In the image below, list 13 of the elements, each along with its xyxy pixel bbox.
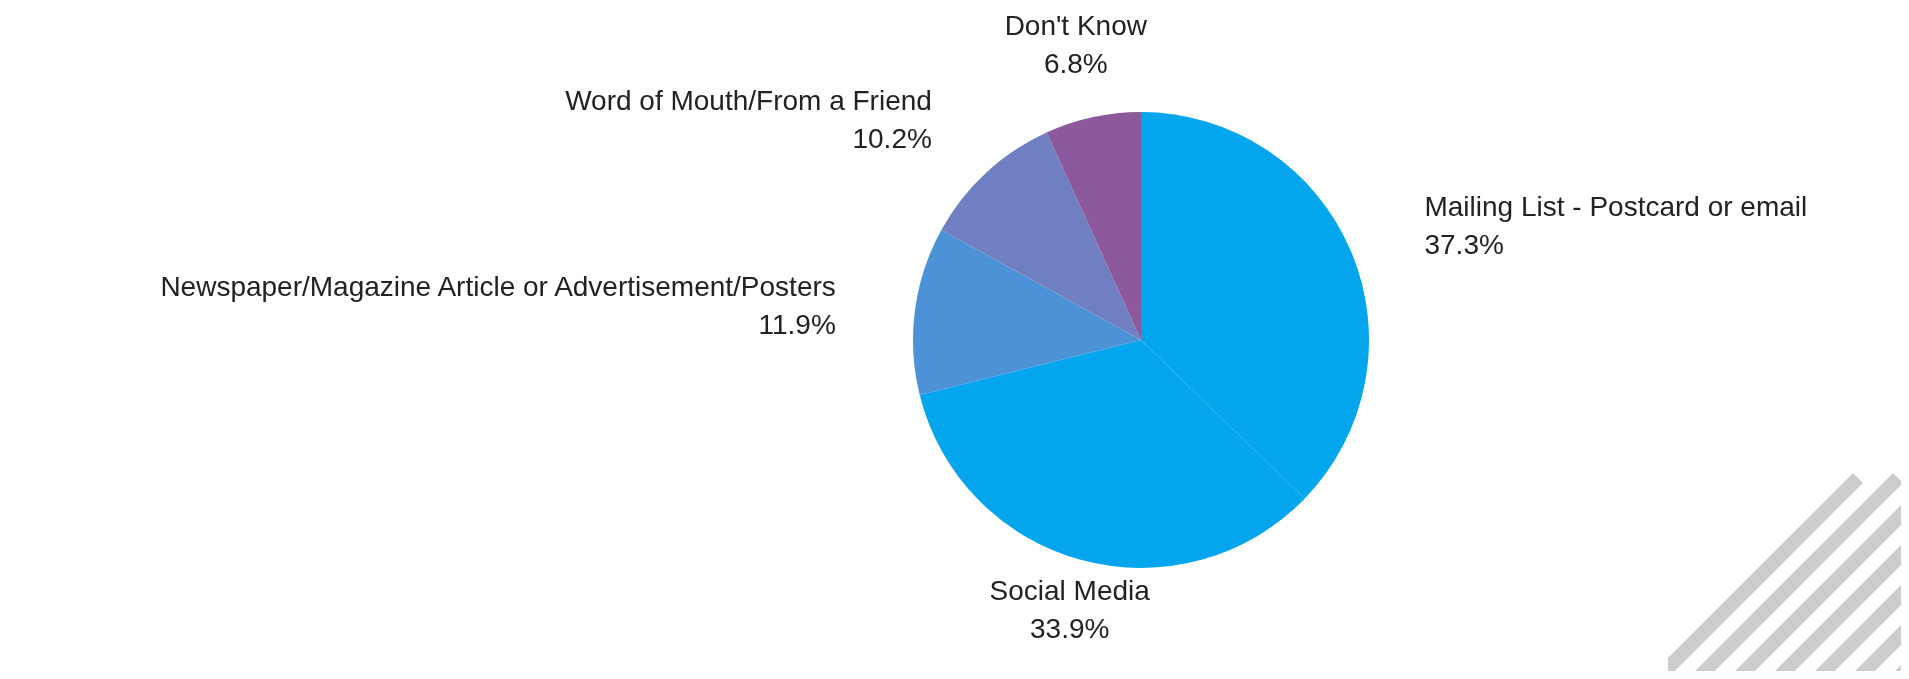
data-label: 10.2% [852, 123, 932, 155]
pie-slice [1046, 112, 1141, 340]
slice-label: Don't Know [1004, 10, 1148, 42]
pie-slice [941, 132, 1141, 340]
data-label: 11.9% [758, 309, 836, 341]
pie-slice [913, 229, 1141, 395]
slice-label: Social Media [989, 575, 1151, 607]
data-label: 33.9% [1030, 613, 1110, 645]
data-label: 6.8% [1043, 48, 1108, 80]
slice-label: Word of Mouth/From a Friend [565, 85, 932, 117]
slice-label: Newspaper/Magazine Article or Advertisement/Posters [160, 271, 836, 303]
slice-label: Mailing List - Postcard or email [1424, 191, 1808, 223]
data-label: 37.3% [1424, 229, 1504, 261]
